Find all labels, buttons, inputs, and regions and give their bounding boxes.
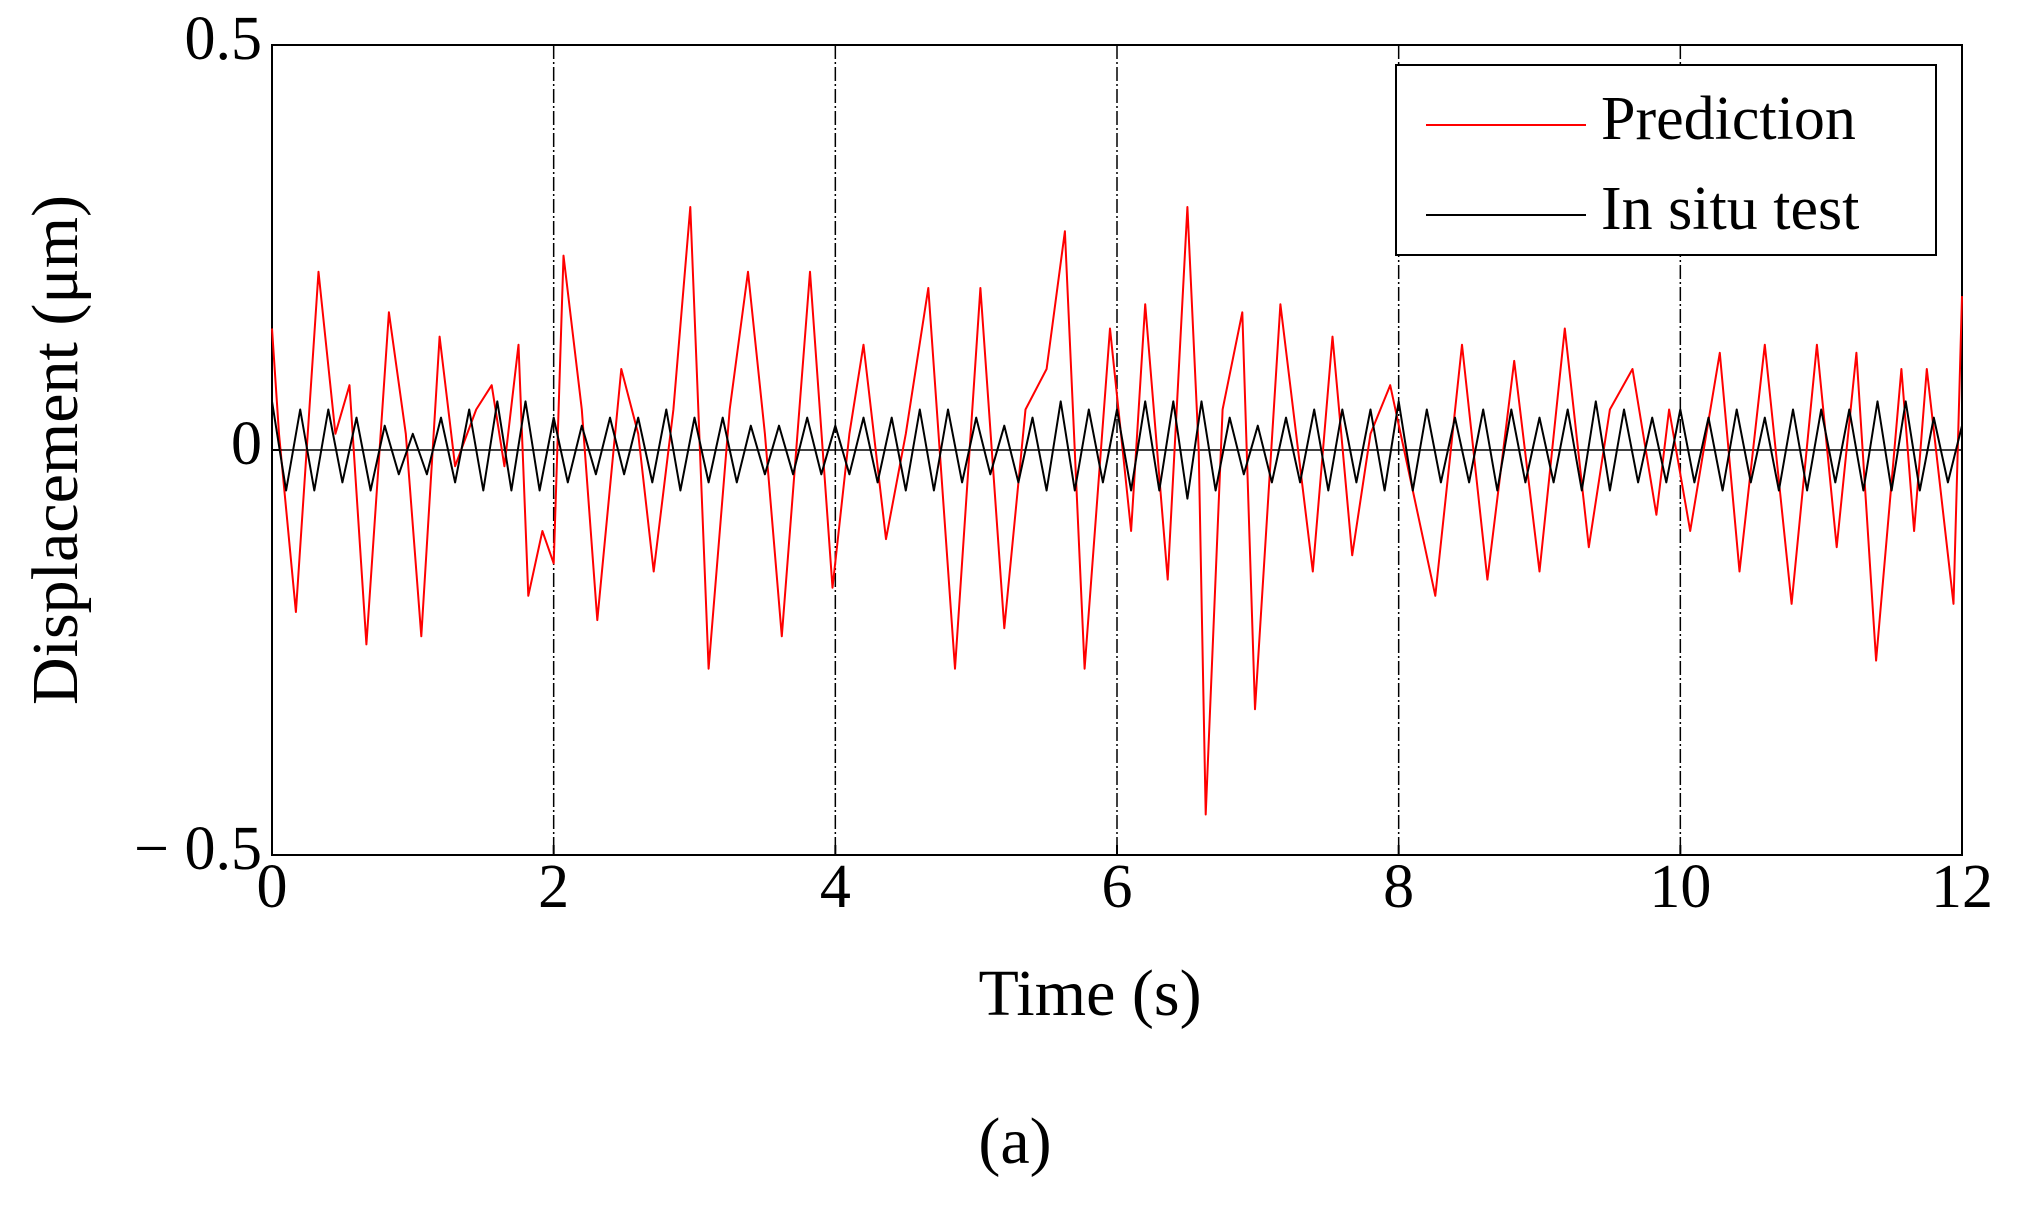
x-tick-label: 12 — [1931, 853, 1993, 921]
caption: (a) — [978, 1105, 1051, 1178]
legend-label: Prediction — [1601, 85, 1856, 153]
y-tick-label: 0.5 — [185, 5, 263, 73]
x-tick-label: 0 — [257, 853, 288, 921]
legend-box — [1395, 64, 1937, 256]
x-tick-label: 8 — [1383, 853, 1414, 921]
x-tick-label: 6 — [1102, 853, 1133, 921]
y-tick-label: 0 — [231, 410, 262, 478]
series-line — [271, 400, 1963, 500]
x-tick-label: 2 — [538, 853, 569, 921]
x-tick-label: 4 — [820, 853, 851, 921]
x-tick-label: 10 — [1649, 853, 1711, 921]
y-axis-label: Displacement (μm) — [19, 195, 92, 705]
y-tick-label: − 0.5 — [134, 815, 262, 883]
legend-label: In situ test — [1601, 175, 1859, 243]
x-axis-label: Time (s) — [978, 957, 1201, 1030]
